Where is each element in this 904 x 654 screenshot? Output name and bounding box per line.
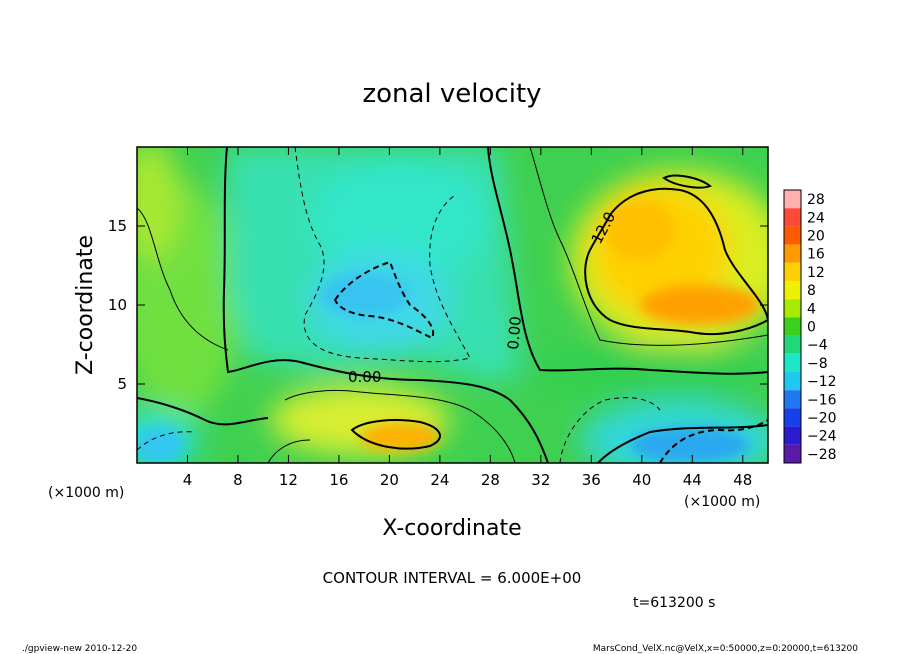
x-unit-right: (×1000 m): [684, 494, 760, 510]
x-tick-label: 20: [380, 471, 399, 489]
colorbar-segment: [784, 262, 801, 281]
y-tick-label: 5: [117, 375, 127, 393]
colorbar-label: 28: [807, 192, 825, 208]
x-tick-label: 4: [183, 471, 193, 489]
colorbar-label: 20: [807, 229, 825, 245]
colorbar-segment-top: [784, 190, 801, 209]
y-axis: 5 10 15: [108, 217, 768, 393]
colorbar-segment: [784, 299, 801, 318]
colorbar-segment: [784, 426, 801, 445]
colorbar-segment: [784, 226, 801, 245]
colorbar-segment: [784, 353, 801, 372]
colorbar-segment: [784, 208, 801, 227]
contours: [137, 147, 768, 463]
colorbar-label: −28: [807, 447, 837, 463]
contour-label-0-right: 0.00: [504, 316, 525, 351]
y-tick-label: 15: [108, 217, 127, 235]
time-label: t=613200 s: [633, 595, 715, 611]
colorbar-segment: [784, 281, 801, 300]
colorbar-label: −12: [807, 374, 837, 390]
colorbar-segment: [784, 390, 801, 409]
colorbar-segment: [784, 335, 801, 354]
y-tick-label: 10: [108, 296, 127, 314]
colorbar-segment: [784, 244, 801, 263]
contour-label-0-center: 0.00: [348, 368, 381, 386]
x-axis-label: X-coordinate: [382, 516, 521, 541]
chart-title: zonal velocity: [362, 79, 541, 109]
colorbar-segment: [784, 408, 801, 427]
colorbar: 28 24 20 16 12 8 4 0 −4 −8 −12 −16 −20 −24 −28: [783, 189, 837, 464]
x-tick-label: 32: [531, 471, 550, 489]
x-unit-left: (×1000 m): [48, 485, 124, 501]
x-tick-label: 44: [683, 471, 702, 489]
x-tick-label: 48: [733, 471, 752, 489]
y-axis-label: Z-coordinate: [73, 235, 98, 375]
x-tick-label: 16: [329, 471, 348, 489]
x-tick-label: 8: [233, 471, 243, 489]
x-tick-label: 12: [279, 471, 298, 489]
colorbar-label: −20: [807, 411, 837, 427]
x-tick-label: 28: [481, 471, 500, 489]
colorbar-label: 12: [807, 265, 825, 281]
colorbar-frame: [783, 189, 802, 464]
colorbar-segment: [784, 372, 801, 391]
footer-left: ./gpview-new 2010-12-20: [22, 644, 137, 654]
x-tick-label: 40: [632, 471, 651, 489]
colorbar-label: 8: [807, 283, 816, 299]
colorbar-label: 4: [807, 301, 816, 317]
colorbar-segment: [784, 317, 801, 336]
x-tick-label: 24: [430, 471, 449, 489]
colorbar-label: 0: [807, 320, 816, 336]
colorbar-label: −4: [807, 338, 828, 354]
heatmap-field: 12.0 0.00 0.00: [137, 147, 768, 463]
x-tick-label: 36: [582, 471, 601, 489]
x-axis: 4 8 12 16 20 24 28 32 36 40 44 48: [183, 147, 752, 489]
colorbar-label: 16: [807, 247, 825, 263]
colorbar-label: −8: [807, 356, 828, 372]
colorbar-label: 24: [807, 210, 825, 226]
footer-right: MarsCond_VelX.nc@VelX,x=0:50000,z=0:2000…: [593, 644, 858, 654]
colorbar-segment: [784, 444, 801, 463]
colorbar-label: −24: [807, 429, 837, 445]
colorbar-label: −16: [807, 392, 837, 408]
contour-interval: CONTOUR INTERVAL = 6.000E+00: [323, 569, 582, 587]
